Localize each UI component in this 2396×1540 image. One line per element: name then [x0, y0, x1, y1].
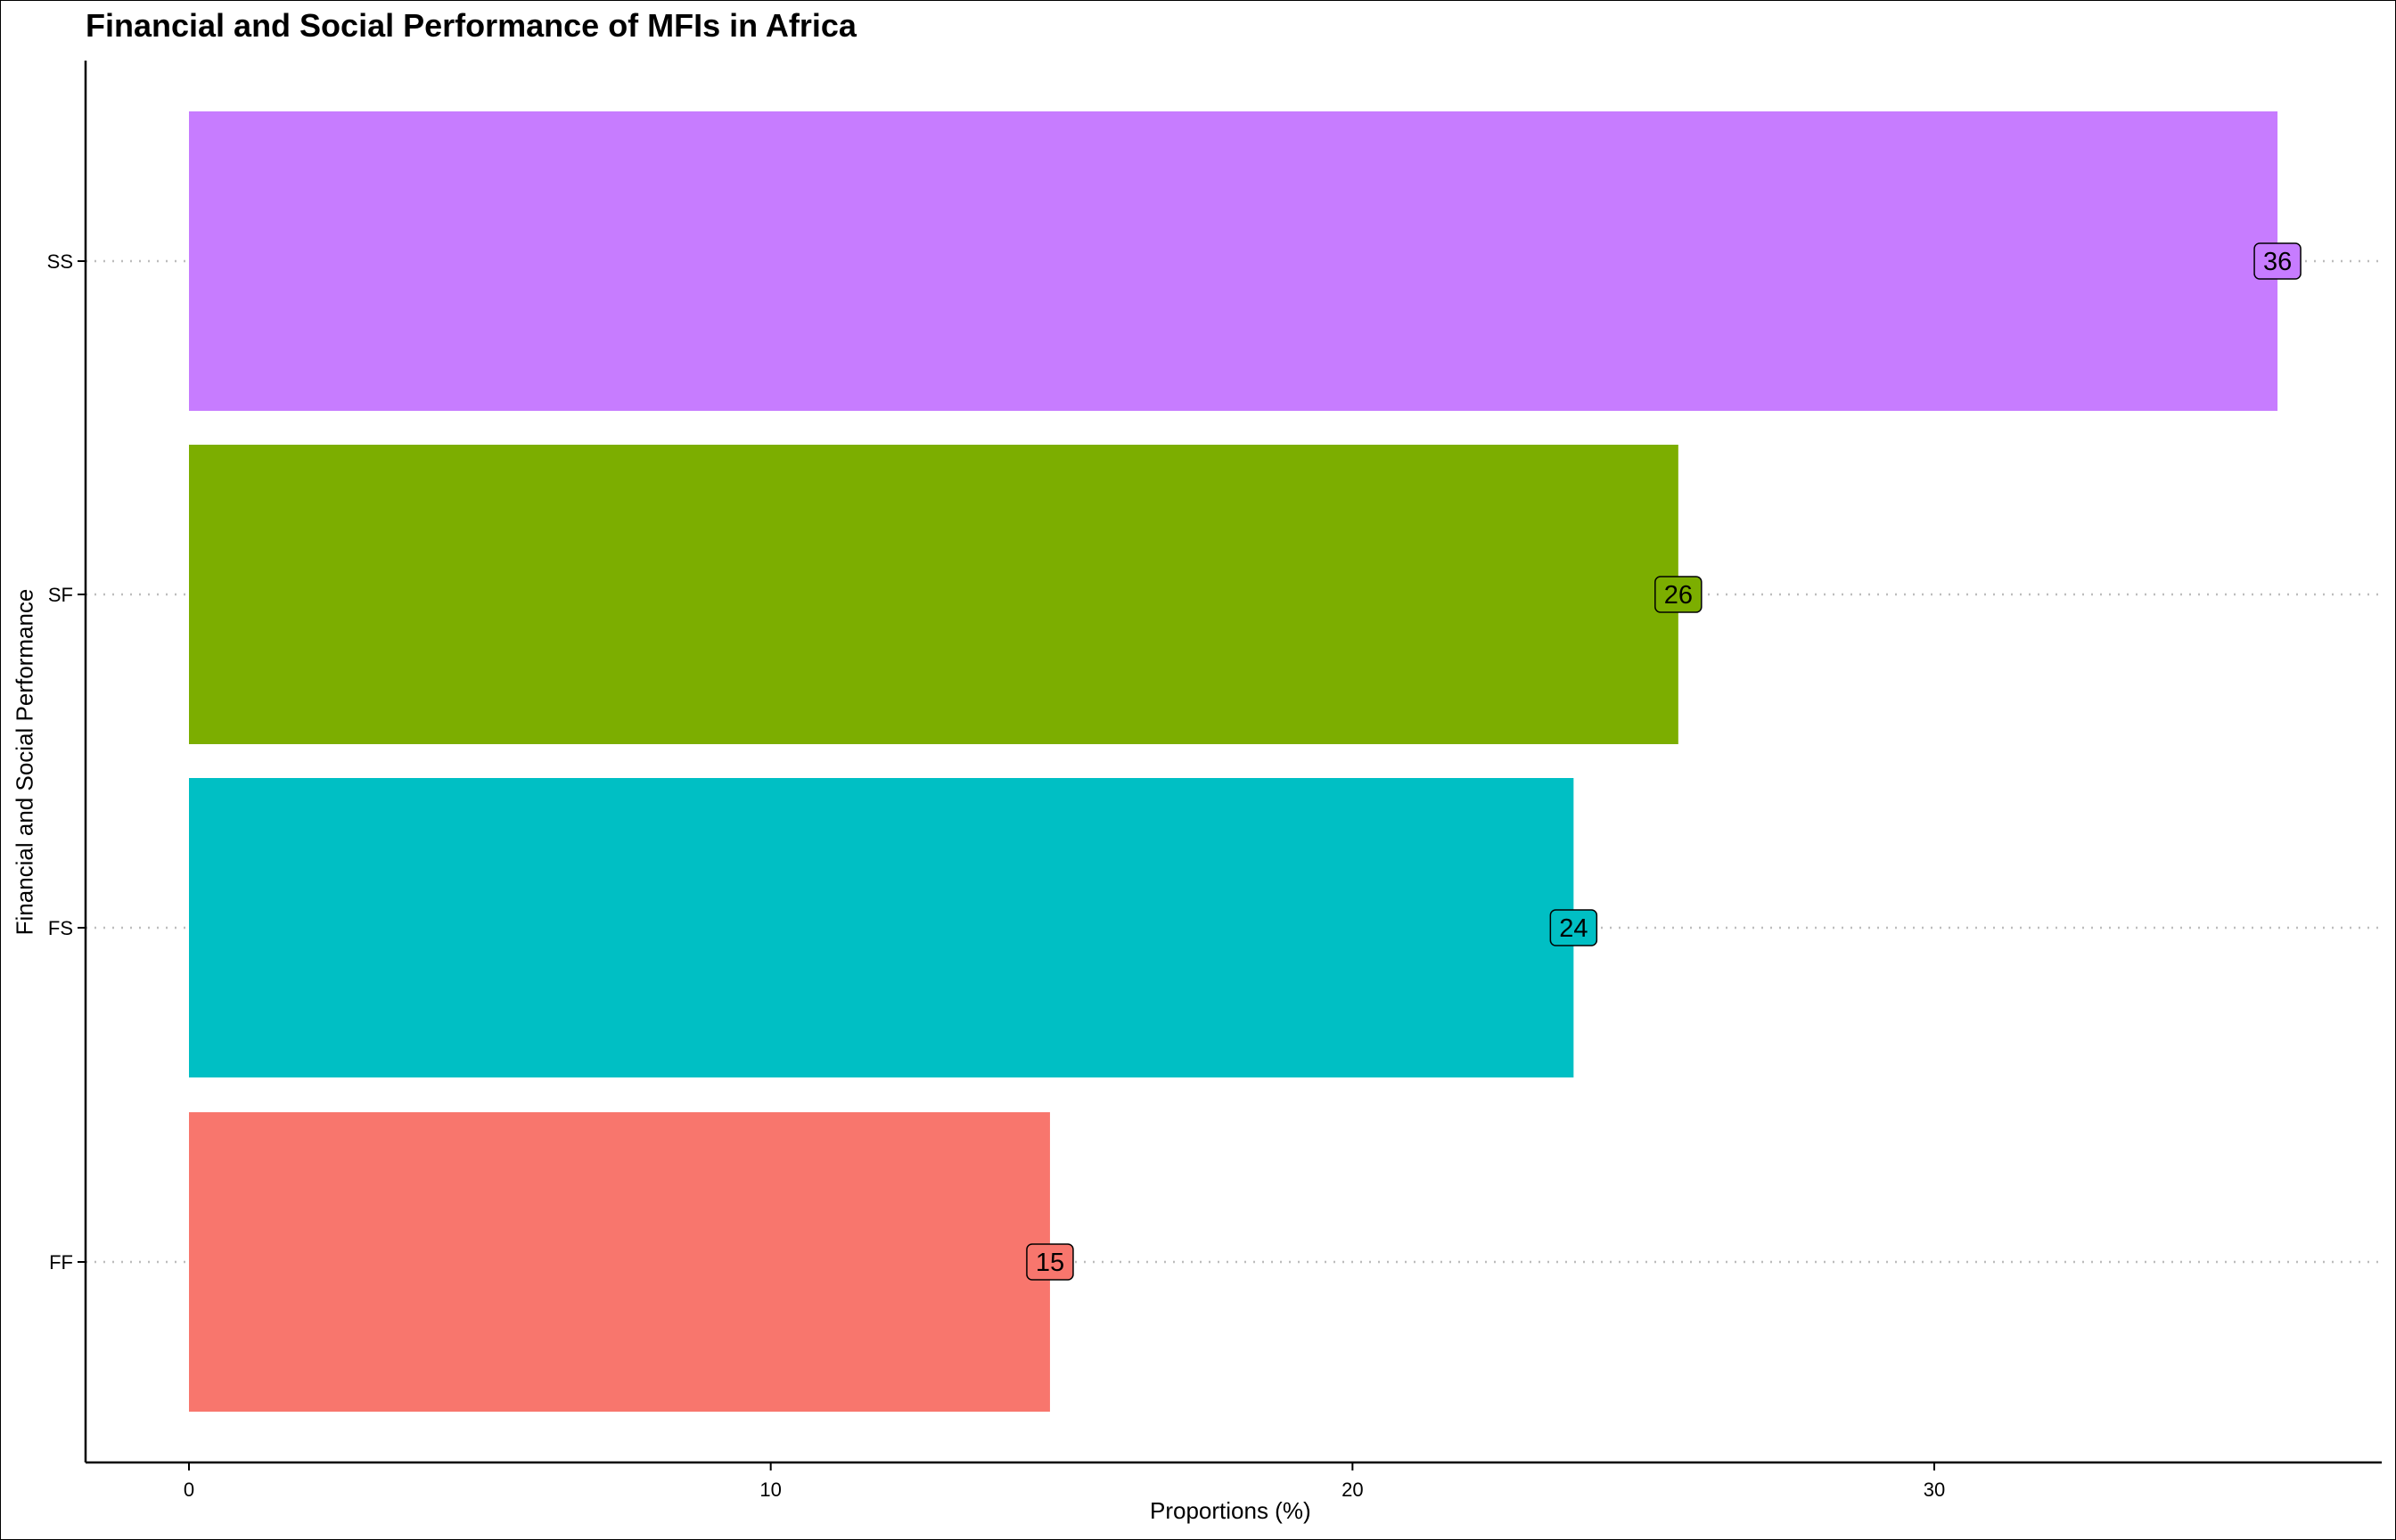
- data-label-box-ff: [1026, 1243, 1074, 1281]
- grid-layer: [86, 259, 2382, 1264]
- data-label-ff: 15: [1036, 1249, 1064, 1277]
- bar-sf: [189, 445, 1678, 744]
- data-label-box-fs: [1549, 909, 1598, 946]
- y-tick-label-sf: SF: [48, 584, 73, 606]
- x-tick-label: 30: [1924, 1479, 1945, 1501]
- x-tick-label: 0: [184, 1479, 194, 1501]
- label-layer: 15 24 26 36: [1026, 242, 2302, 1281]
- x-tick-label: 10: [759, 1479, 781, 1501]
- data-label-sf: 26: [1664, 581, 1693, 610]
- data-label-box-ss: [2253, 242, 2302, 280]
- y-tick-label-ss: SS: [47, 250, 73, 273]
- data-label-box-sf: [1654, 576, 1703, 613]
- bar-fs: [189, 778, 1574, 1077]
- data-label-ss: 36: [2263, 248, 2292, 276]
- bar-ff: [189, 1112, 1050, 1412]
- chart-title: Financial and Social Performance of MFIs…: [86, 7, 857, 44]
- x-tick-label: 20: [1342, 1479, 1363, 1501]
- axis-layer: 0 10 20 30 FF FS SF SS: [47, 61, 2382, 1501]
- x-axis-title: Proportions (%): [1150, 1497, 1311, 1524]
- bar-ss: [189, 111, 2278, 411]
- y-tick-label-ff: FF: [49, 1251, 73, 1274]
- bar-layer: [189, 111, 2278, 1412]
- y-tick-label-fs: FS: [48, 917, 73, 939]
- data-label-fs: 24: [1559, 914, 1588, 943]
